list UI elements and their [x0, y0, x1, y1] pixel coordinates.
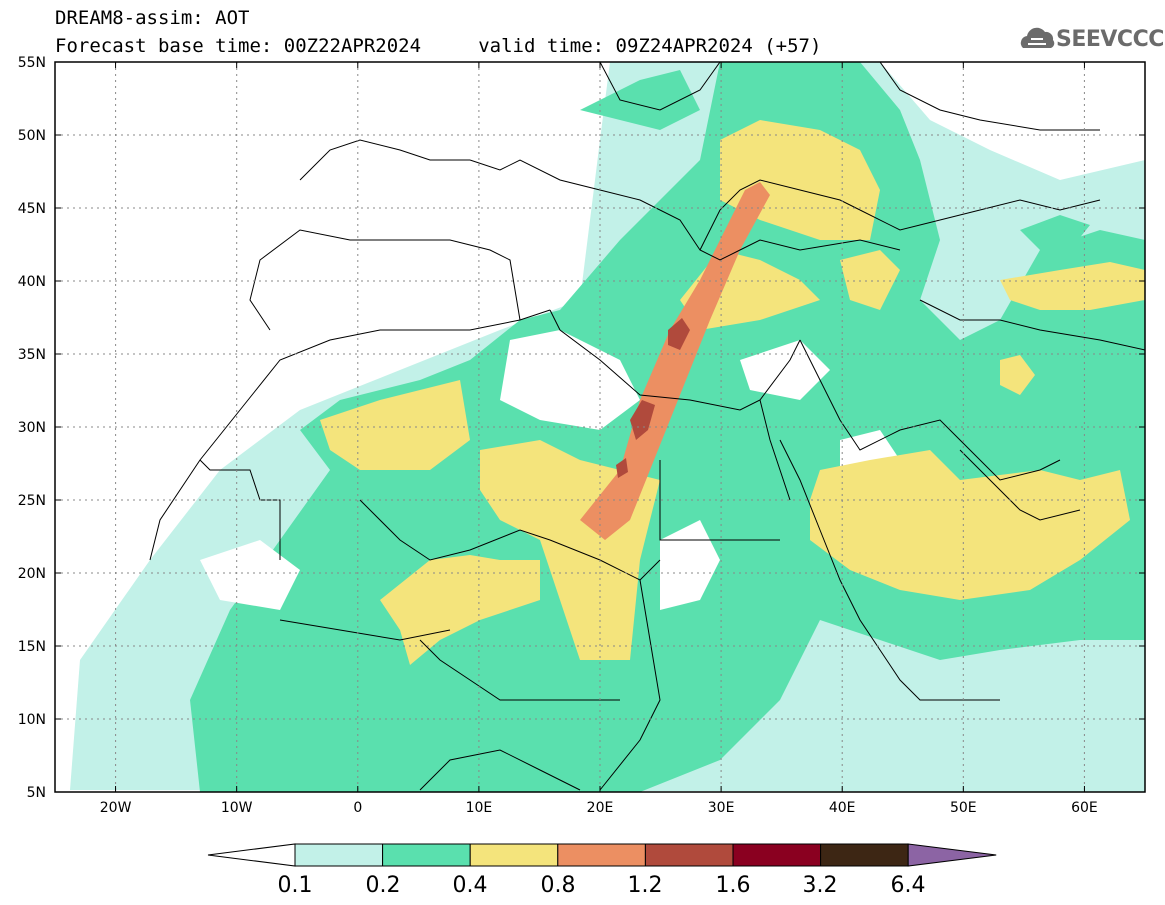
lat-label: 25N — [18, 493, 46, 509]
lat-label: 30N — [18, 420, 46, 436]
colorbar-label: 0.2 — [366, 873, 401, 898]
lat-label: 40N — [18, 274, 46, 290]
colorbar-segment — [644, 843, 734, 867]
logo-text: SEEVCCC — [1056, 27, 1164, 52]
colorbar-label: 0.8 — [541, 873, 576, 898]
lon-label: 20W — [100, 800, 132, 816]
colorbar-over-arrow — [907, 843, 997, 867]
lon-label: 60E — [1071, 800, 1098, 816]
lat-label: 20N — [18, 566, 46, 582]
lat-label: 50N — [18, 128, 46, 144]
colorbar-label: 0.4 — [453, 873, 488, 898]
colorbar-segment — [382, 843, 471, 867]
colorbar-segment — [469, 843, 559, 867]
lat-label: 10N — [18, 712, 46, 728]
forecast-time-subtitle: Forecast base time: 00Z22APR2024 valid t… — [55, 35, 822, 57]
aot-field — [55, 62, 1145, 792]
colorbar-label: 1.2 — [628, 873, 663, 898]
colorbar-segment — [732, 843, 822, 867]
lat-label: 45N — [18, 201, 46, 217]
map-title: DREAM8-assim: AOT — [55, 7, 250, 29]
lat-label: 15N — [18, 639, 46, 655]
cloud-logo-icon — [1020, 27, 1055, 48]
lon-label: 40E — [829, 800, 856, 816]
lat-label: 55N — [18, 55, 46, 71]
lon-label: 0 — [353, 800, 362, 816]
longitude-labels: 20W 10W 0 10E 20E 30E 40E 50E 60E — [100, 800, 1098, 816]
colorbar-label: 1.6 — [716, 873, 751, 898]
lon-label: 20E — [587, 800, 614, 816]
colorbar-label: 0.1 — [278, 873, 313, 898]
lon-label: 30E — [708, 800, 735, 816]
colorbar-label: 6.4 — [891, 873, 926, 898]
lon-label: 50E — [950, 800, 977, 816]
colorbar-labels: 0.1 0.2 0.4 0.8 1.2 1.6 3.2 6.4 — [278, 873, 926, 898]
colorbar-segment — [557, 843, 646, 867]
colorbar-label: 3.2 — [803, 873, 838, 898]
colorbar-under-arrow — [207, 843, 296, 867]
lon-label: 10W — [221, 800, 253, 816]
lat-label: 5N — [27, 785, 46, 801]
latitude-labels: 55N 50N 45N 40N 35N 30N 25N 20N 15N 10N … — [18, 55, 46, 801]
colorbar-segment — [294, 843, 384, 867]
colorbar — [207, 843, 997, 867]
colorbar-segment — [820, 843, 909, 867]
lat-label: 35N — [18, 347, 46, 363]
lon-label: 10E — [466, 800, 493, 816]
